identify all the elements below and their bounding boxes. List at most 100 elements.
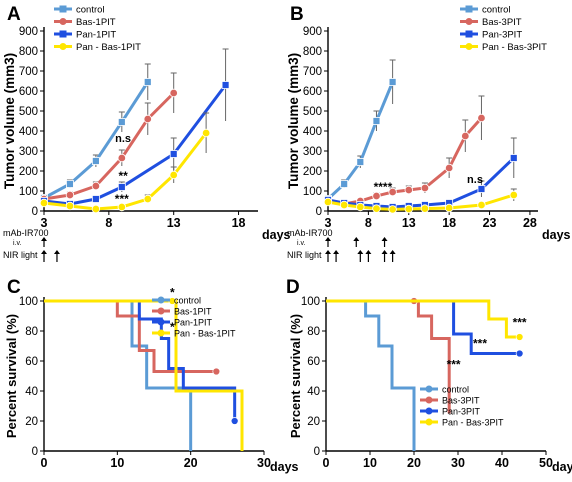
significance-label: * bbox=[170, 286, 175, 300]
data-point bbox=[91, 157, 100, 165]
y-tick-label: 100 bbox=[303, 186, 322, 198]
series-line bbox=[327, 193, 515, 211]
y-tick-label: 80 bbox=[25, 326, 38, 338]
series-pan-3pit bbox=[324, 137, 518, 211]
mab-label: mAb-IR700 bbox=[287, 228, 333, 238]
data-point bbox=[444, 203, 454, 213]
data-point bbox=[201, 128, 211, 138]
series-pan-3pit bbox=[326, 299, 524, 358]
significance-label: * bbox=[170, 320, 175, 334]
legend-label: Pan-1PIT bbox=[76, 30, 116, 41]
significance-label: n.s bbox=[115, 133, 131, 145]
y-tick-label: 700 bbox=[19, 66, 38, 78]
legend-marker bbox=[465, 18, 473, 25]
y-tick-label: 300 bbox=[303, 146, 322, 158]
x-unit-label: days bbox=[270, 460, 299, 474]
data-point bbox=[372, 191, 381, 201]
data-point bbox=[372, 117, 381, 125]
y-axis-label: Tumor volume (mm3) bbox=[286, 53, 301, 189]
legend-label: Bas-1PIT bbox=[76, 17, 116, 28]
data-point bbox=[477, 113, 486, 123]
legend-label: Pan - Bas-3PIT bbox=[442, 418, 504, 428]
x-tick-label: 8 bbox=[365, 216, 372, 230]
data-point bbox=[39, 198, 49, 208]
series-bas-3pit bbox=[326, 297, 451, 414]
data-point bbox=[340, 180, 349, 188]
y-axis-label: Tumor volume (mm3) bbox=[2, 53, 17, 189]
y-tick-label: 600 bbox=[19, 86, 38, 98]
y-tick-label: 40 bbox=[25, 386, 38, 398]
y-tick-label: 200 bbox=[19, 166, 38, 178]
y-tick-label: 500 bbox=[303, 106, 322, 118]
data-point bbox=[339, 200, 349, 210]
survival-curve bbox=[326, 299, 520, 339]
legend-marker bbox=[59, 18, 67, 25]
x-unit-label: days bbox=[542, 228, 571, 242]
legend-marker bbox=[59, 43, 67, 50]
data-point bbox=[388, 187, 397, 197]
y-axis-label: Percent survival (%) bbox=[4, 314, 19, 438]
x-tick-label: 3 bbox=[41, 216, 48, 230]
y-tick-label: 500 bbox=[19, 106, 38, 118]
data-point bbox=[91, 195, 100, 203]
series-line bbox=[327, 156, 515, 209]
significance-label: **** bbox=[374, 180, 393, 194]
data-point bbox=[143, 114, 152, 124]
y-tick-label: 800 bbox=[303, 46, 322, 58]
y-tick-label: 600 bbox=[303, 86, 322, 98]
series-bas-1pit bbox=[44, 299, 221, 376]
x-tick-label: 0 bbox=[41, 456, 48, 470]
y-tick-label: 200 bbox=[303, 166, 322, 178]
y-tick-label: 60 bbox=[25, 356, 38, 368]
x-tick-label: 3 bbox=[325, 216, 332, 230]
nir-arrow-head bbox=[357, 250, 364, 254]
data-point bbox=[117, 183, 126, 191]
y-tick-label: 100 bbox=[301, 296, 320, 308]
significance-label: *** bbox=[115, 192, 129, 206]
y-tick-label: 80 bbox=[307, 326, 320, 338]
legend-marker bbox=[157, 307, 165, 315]
data-point bbox=[65, 201, 75, 211]
data-point bbox=[143, 78, 152, 86]
mab-label: mAb-IR700 bbox=[3, 228, 49, 238]
x-tick-label: 20 bbox=[184, 456, 198, 470]
y-tick-label: 900 bbox=[19, 26, 38, 38]
nir-label: NIR light bbox=[287, 250, 322, 260]
significance-label: *** bbox=[447, 358, 461, 372]
legend-marker bbox=[59, 5, 67, 13]
legend-marker bbox=[465, 43, 473, 50]
panel-c: C 0 20 40 60 80 100 0 10 20 30 days Percent survival… bbox=[4, 277, 299, 474]
nir-arrow-head bbox=[381, 250, 388, 254]
legend-label: Pan - Bas-3PIT bbox=[482, 42, 547, 53]
data-point bbox=[461, 131, 470, 141]
data-point bbox=[117, 153, 127, 163]
censor-mark bbox=[515, 349, 524, 358]
nir-label: NIR light bbox=[3, 250, 38, 260]
legend-marker bbox=[425, 418, 433, 426]
y-tick-label: 0 bbox=[314, 446, 320, 458]
legend-label: Bas-1PIT bbox=[174, 307, 212, 317]
data-point bbox=[91, 204, 101, 214]
data-point bbox=[66, 180, 74, 188]
x-tick-label: 8 bbox=[105, 216, 112, 230]
data-point bbox=[420, 183, 430, 193]
y-tick-label: 100 bbox=[19, 186, 38, 198]
data-point bbox=[372, 204, 381, 213]
x-tick-label: 10 bbox=[110, 456, 124, 470]
legend-marker bbox=[425, 385, 433, 393]
mab-sub-label: i.v. bbox=[13, 240, 21, 247]
survival-curve bbox=[44, 299, 217, 373]
series-pan-bas-3pit bbox=[323, 188, 518, 214]
y-tick-label: 0 bbox=[32, 206, 38, 218]
data-point bbox=[117, 202, 127, 212]
x-tick-label: 40 bbox=[495, 456, 509, 470]
survival-curve bbox=[326, 299, 520, 355]
series-line bbox=[43, 91, 175, 201]
panel-d: D 0 20 40 60 80 100 0 10 20 30 40 50days Percent surv… bbox=[286, 277, 572, 474]
data-point bbox=[388, 78, 397, 86]
legend-label: Pan-3PIT bbox=[442, 407, 481, 417]
legend-label: control bbox=[482, 5, 511, 16]
